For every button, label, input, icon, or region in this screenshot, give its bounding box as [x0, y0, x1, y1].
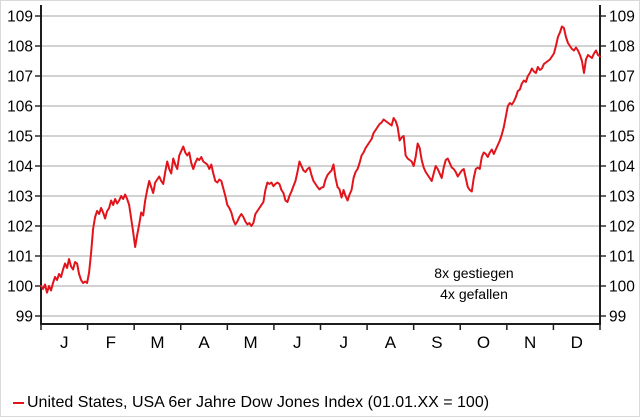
- annotation-line-1: 8x gestiegen: [434, 265, 514, 281]
- x-axis-month-label: M: [150, 333, 164, 352]
- y-axis-label-left: 103: [7, 189, 33, 206]
- line-chart: 99 99 100 100 101 101 102 102 103 103 104 104 105 105…: [7, 5, 635, 352]
- y-axis-label-right: 104: [609, 159, 635, 176]
- x-axis-month-label: F: [106, 333, 116, 352]
- y-axis-label-right: 99: [609, 309, 626, 326]
- y-axis-label-right: 107: [609, 69, 635, 86]
- legend-line-swatch: [13, 401, 24, 405]
- x-axis-month-label: J: [60, 333, 69, 352]
- y-axis-label-left: 101: [7, 249, 33, 266]
- y-axis-label-left: 105: [7, 129, 33, 146]
- y-axis-label-left: 102: [7, 219, 33, 236]
- y-axis-label-right: 108: [609, 39, 635, 56]
- series-line: [40, 25, 601, 294]
- y-axis-label-left: 104: [7, 159, 33, 176]
- x-axis-month-label: M: [244, 333, 258, 352]
- chart-annotation: 8x gestiegen 4x gefallen: [405, 263, 543, 305]
- y-axis-label-left: 109: [7, 9, 33, 26]
- y-axis-label-right: 100: [609, 279, 635, 296]
- y-axis-label-right: 103: [609, 189, 635, 206]
- y-axis-label-left: 108: [7, 39, 33, 56]
- annotation-line-2: 4x gefallen: [440, 286, 508, 302]
- y-axis-label-right: 105: [609, 129, 635, 146]
- y-axis-label-right: 102: [609, 219, 635, 236]
- legend: United States, USA 6er Jahre Dow Jones I…: [13, 393, 489, 413]
- legend-label: United States, USA 6er Jahre Dow Jones I…: [27, 394, 490, 411]
- x-axis-month-label: N: [524, 333, 536, 352]
- y-axis-label-left: 99: [16, 309, 33, 326]
- y-axis-label-right: 106: [609, 99, 635, 116]
- x-axis-month-label: A: [385, 333, 397, 352]
- y-axis-label-right: 109: [609, 9, 635, 26]
- y-axis-label-right: 101: [609, 249, 635, 266]
- y-axis-label-left: 100: [7, 279, 33, 296]
- x-axis-month-label: J: [293, 333, 302, 352]
- x-axis-month-label: D: [571, 333, 583, 352]
- x-axis-month-label: J: [340, 333, 349, 352]
- x-axis-month-label: O: [477, 333, 490, 352]
- y-axis-label-left: 106: [7, 99, 33, 116]
- x-axis-month-label: S: [431, 333, 442, 352]
- x-axis-month-label: A: [198, 333, 210, 352]
- y-axis-label-left: 107: [7, 69, 33, 86]
